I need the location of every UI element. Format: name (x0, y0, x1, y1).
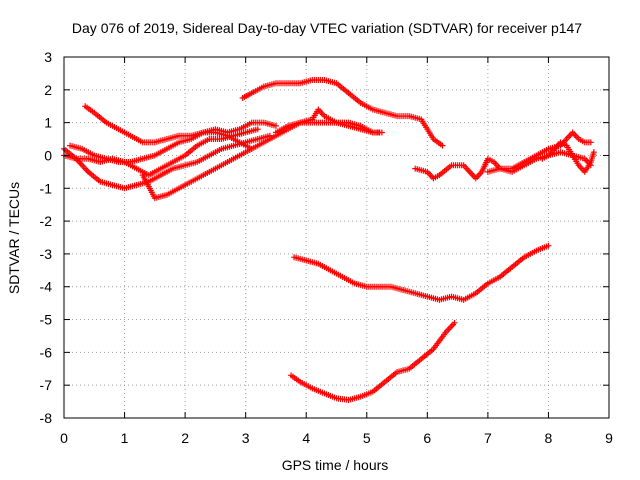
y-tick-label: 3 (44, 49, 52, 65)
series-arc-1 (82, 103, 255, 152)
series-arc-8 (412, 149, 594, 182)
y-tick-labels: -8 -7 -6 -5 -4 -3 -2 -1 0 1 2 3 (40, 49, 53, 426)
data-point (545, 242, 552, 249)
y-tick-label: -7 (40, 377, 53, 393)
y-tick-label: -5 (40, 312, 53, 328)
plot-frame (63, 56, 610, 419)
y-tick-label: 0 (44, 147, 52, 163)
y-tick-label: 1 (44, 115, 52, 131)
data-point (272, 122, 279, 129)
y-tick-label: -2 (40, 213, 53, 229)
series-arc-3 (61, 126, 261, 179)
series-arc-12 (288, 319, 458, 403)
series-arc-9 (484, 129, 594, 175)
series-arc-4 (61, 132, 273, 192)
y-tick-label: -1 (40, 180, 53, 196)
data-point (451, 319, 458, 326)
y-axis-title: SDTVAR / TECUs (6, 182, 22, 294)
x-tick-labels: 0 1 2 3 4 5 6 7 8 9 (60, 430, 613, 446)
x-tick-label: 8 (545, 430, 553, 446)
data-point (375, 129, 382, 136)
x-tick-label: 7 (484, 430, 492, 446)
chart-title: Day 076 of 2019, Sidereal Day-to-day VTE… (72, 20, 582, 36)
data-point (587, 139, 594, 146)
x-tick-label: 1 (121, 430, 129, 446)
x-axis-title: GPS time / hours (282, 457, 389, 473)
grid (64, 57, 609, 418)
y-tick-label: -8 (40, 410, 53, 426)
x-tick-label: 9 (605, 430, 613, 446)
data-points (61, 76, 597, 403)
x-tick-label: 3 (242, 430, 250, 446)
y-tick-label: -3 (40, 246, 53, 262)
y-tick-label: -4 (40, 279, 53, 295)
y-tick-label: 2 (44, 82, 52, 98)
x-tick-label: 0 (60, 430, 68, 446)
x-tick-label: 2 (181, 430, 189, 446)
series-arc-10 (539, 139, 597, 175)
data-point (439, 142, 446, 149)
data-point (590, 149, 597, 156)
x-tick-label: 4 (302, 430, 310, 446)
series-arc-7 (239, 76, 446, 149)
axis-ticks (63, 56, 610, 419)
series-arc-11 (291, 242, 552, 303)
y-tick-label: -6 (40, 344, 53, 360)
x-tick-label: 5 (363, 430, 371, 446)
data-point (254, 126, 261, 133)
x-tick-label: 6 (423, 430, 431, 446)
series-arc-6 (272, 106, 382, 136)
